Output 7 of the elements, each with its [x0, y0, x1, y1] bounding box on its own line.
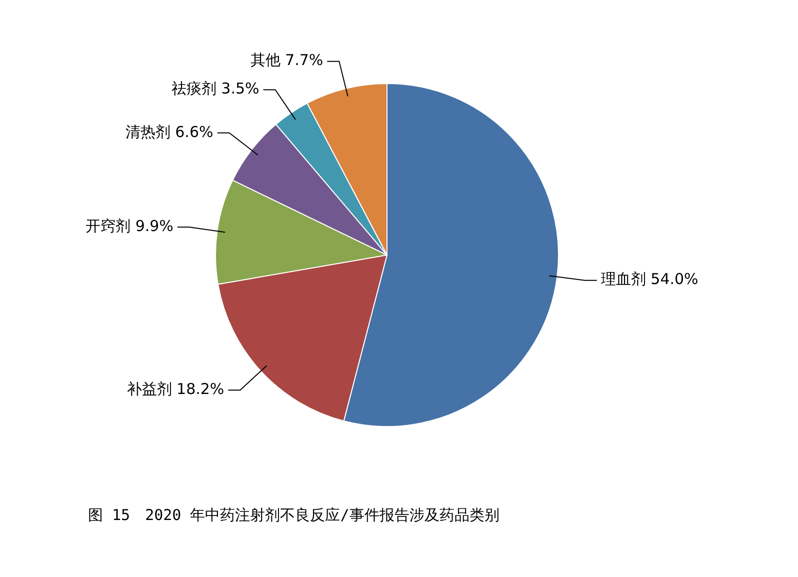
slice-label: 清热剂 6.6% [125, 122, 214, 141]
slice-label: 补益剂 18.2% [126, 380, 224, 398]
slice-label: 其他 7.7% [250, 51, 324, 70]
slice-label: 理血剂 54.0% [600, 270, 698, 288]
slice-label: 开窍剂 9.9% [86, 217, 174, 236]
slice-label: 祛痰剂 3.5% [171, 80, 260, 98]
text: 图 15 2020 年中药注射剂不良反应/事件报告涉及药品类别 [88, 506, 500, 525]
